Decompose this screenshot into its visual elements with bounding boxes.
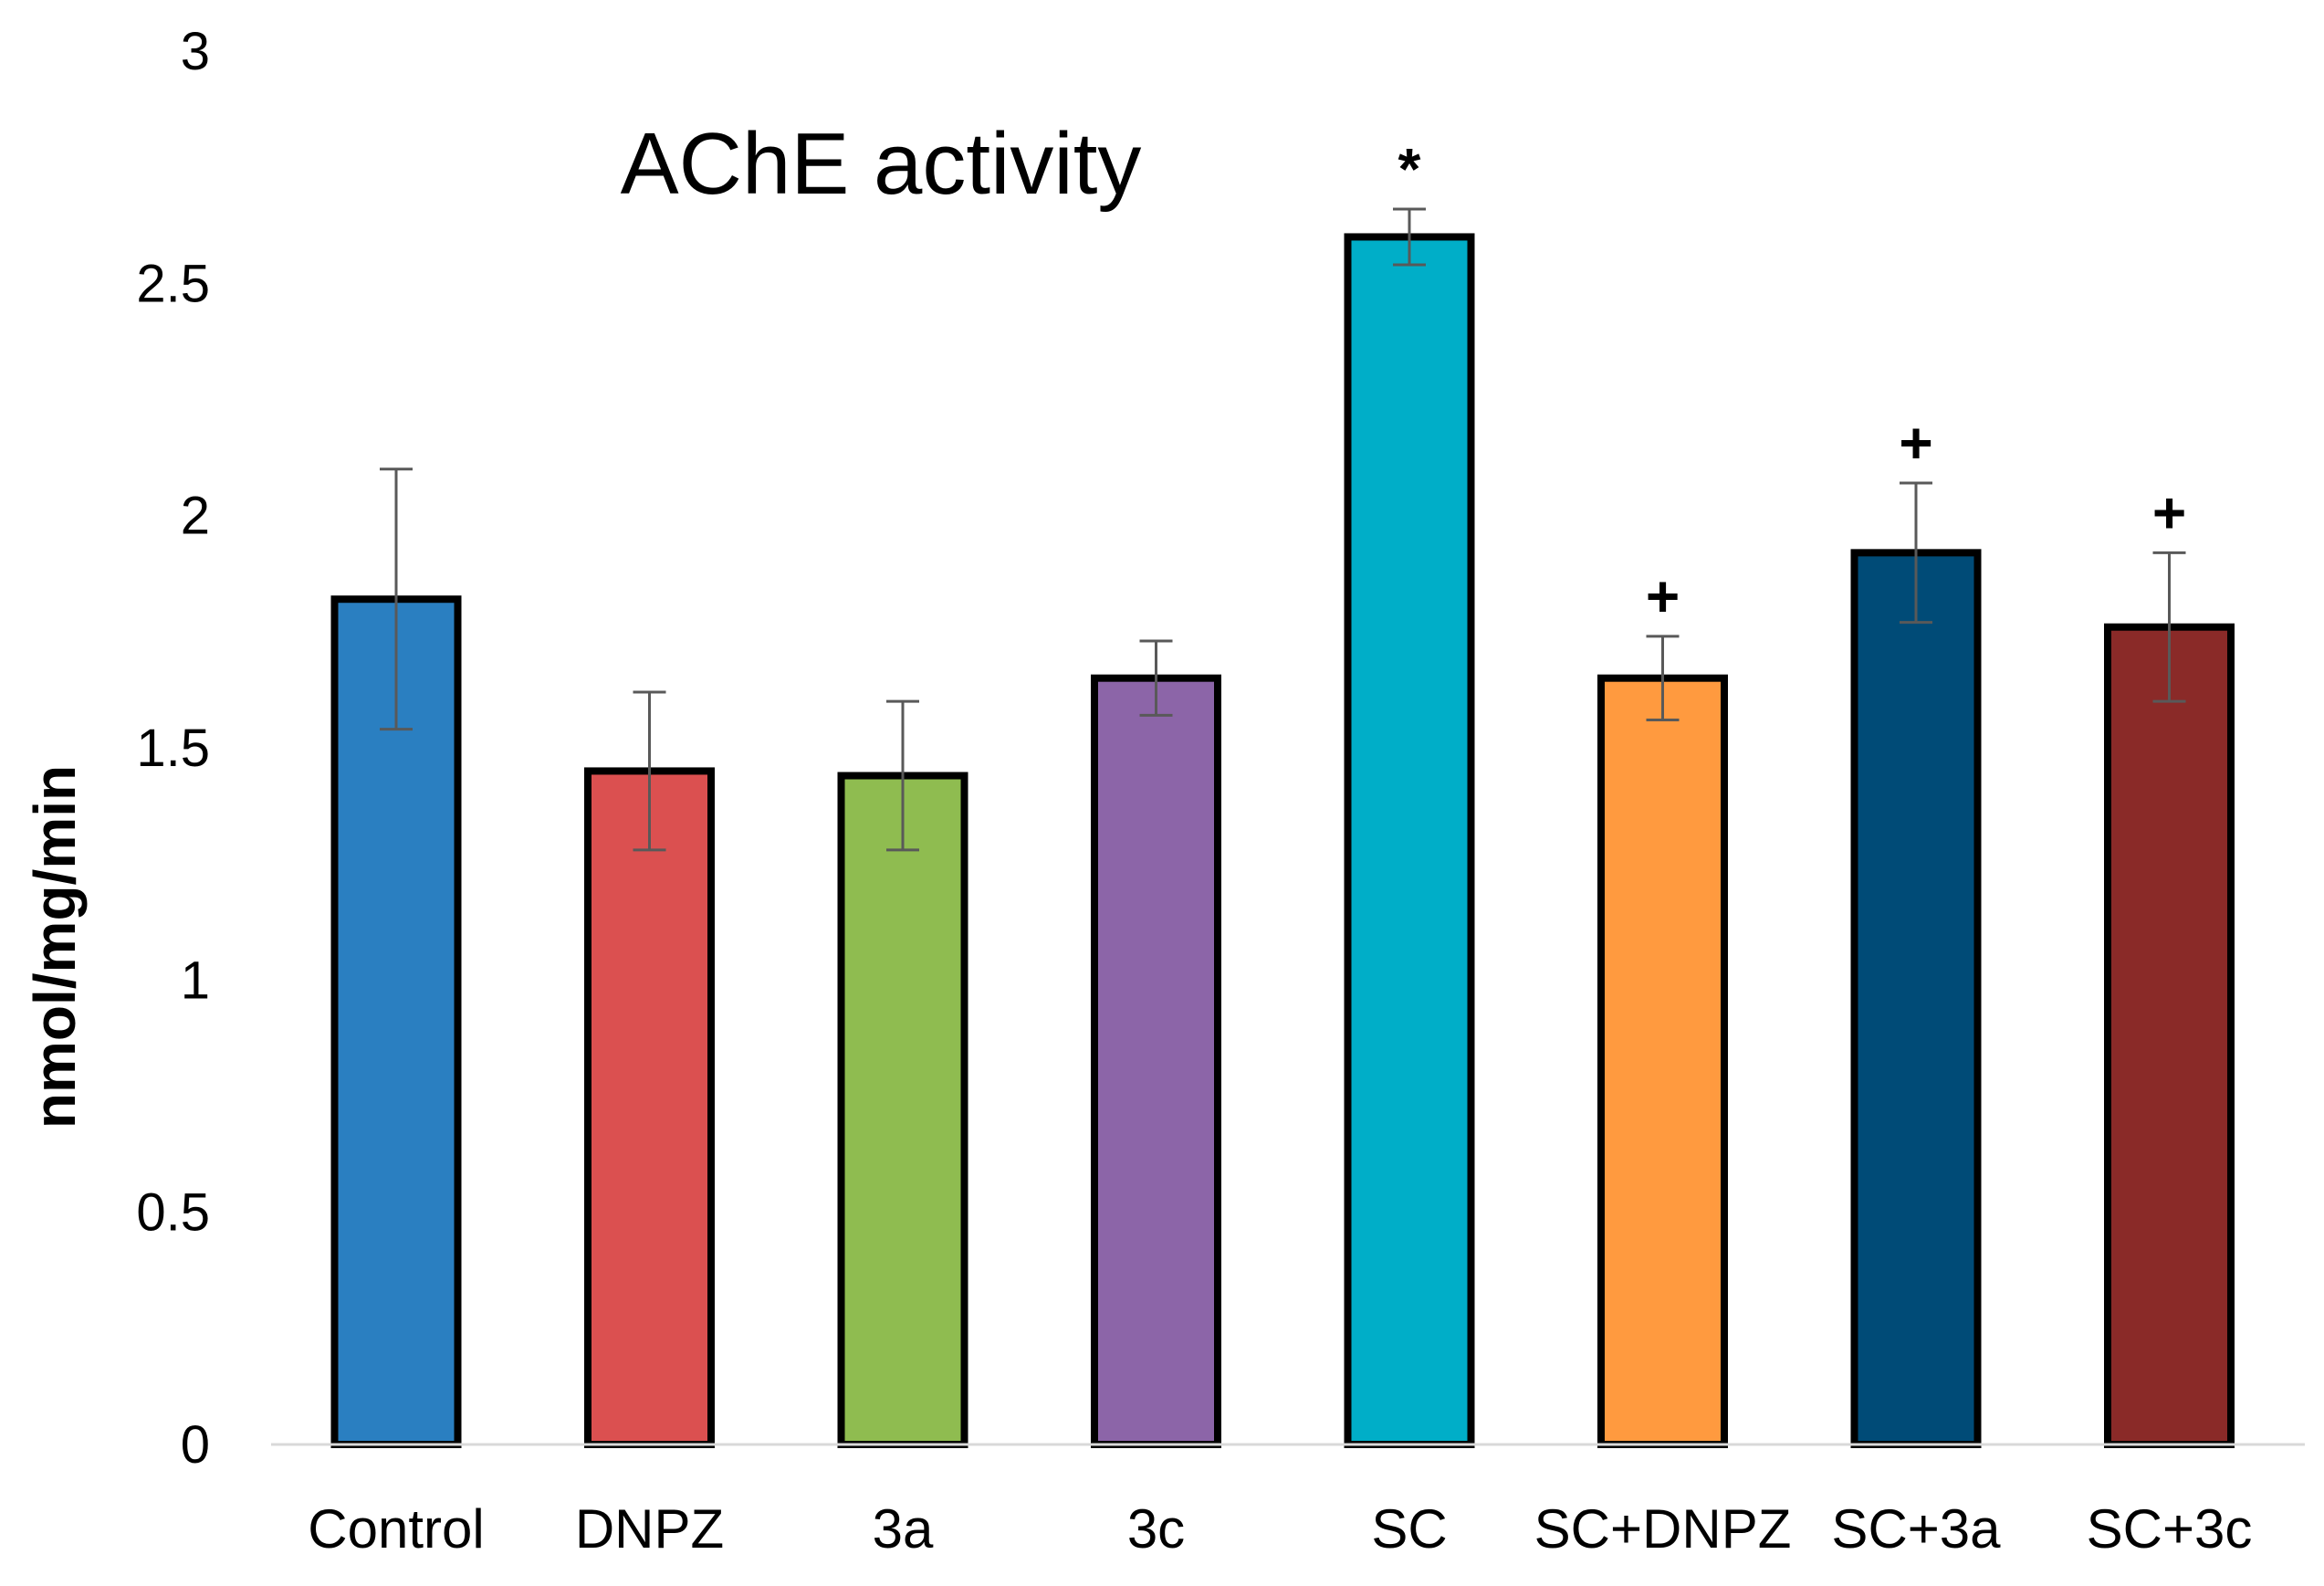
- bar-3a: [837, 772, 968, 1448]
- x-tick-label: 3a: [873, 1498, 934, 1560]
- y-axis-ticks: 0 0.5 1 1.5 2 2.5 3: [136, 22, 210, 1475]
- y-axis-label: nmol/mg/min: [22, 765, 88, 1129]
- bar-sc-plus-3a: [1850, 549, 1982, 1448]
- bar-sc-plus-3c: [2104, 623, 2235, 1448]
- y-tick-label: 1.5: [136, 719, 210, 778]
- x-tick-label: SC+3a: [1831, 1498, 2001, 1560]
- y-tick-label: 0: [181, 1415, 210, 1475]
- x-tick-label: DNPZ: [575, 1498, 724, 1560]
- significance-mark: +: [2152, 479, 2186, 545]
- bar-sc: [1344, 233, 1475, 1448]
- significance-mark: *: [1398, 136, 1421, 202]
- chart-title: AChE activity: [621, 115, 1142, 213]
- x-axis-labels: Control DNPZ 3a 3c SC SC+DNPZ SC+3a SC+3c: [308, 1498, 2252, 1560]
- significance-mark: +: [1899, 410, 1932, 476]
- significance-mark: +: [1646, 563, 1680, 629]
- y-tick-label: 1: [181, 951, 210, 1010]
- bar-sc-plus-dnpz: [1597, 674, 1728, 1448]
- bar-dnpz: [584, 767, 715, 1448]
- x-tick-label: SC: [1371, 1498, 1447, 1560]
- y-tick-label: 3: [181, 22, 210, 81]
- bar-control: [330, 595, 462, 1448]
- y-tick-label: 2.5: [136, 254, 210, 313]
- x-tick-label: SC+DNPZ: [1534, 1498, 1792, 1560]
- x-tick-label: 3c: [1127, 1498, 1185, 1560]
- bar-3c: [1091, 674, 1221, 1448]
- bars: * + + +: [330, 136, 2235, 1448]
- y-tick-label: 2: [181, 487, 210, 546]
- y-tick-label: 0.5: [136, 1183, 210, 1243]
- x-tick-label: SC+3c: [2087, 1498, 2253, 1560]
- x-tick-label: Control: [308, 1498, 484, 1560]
